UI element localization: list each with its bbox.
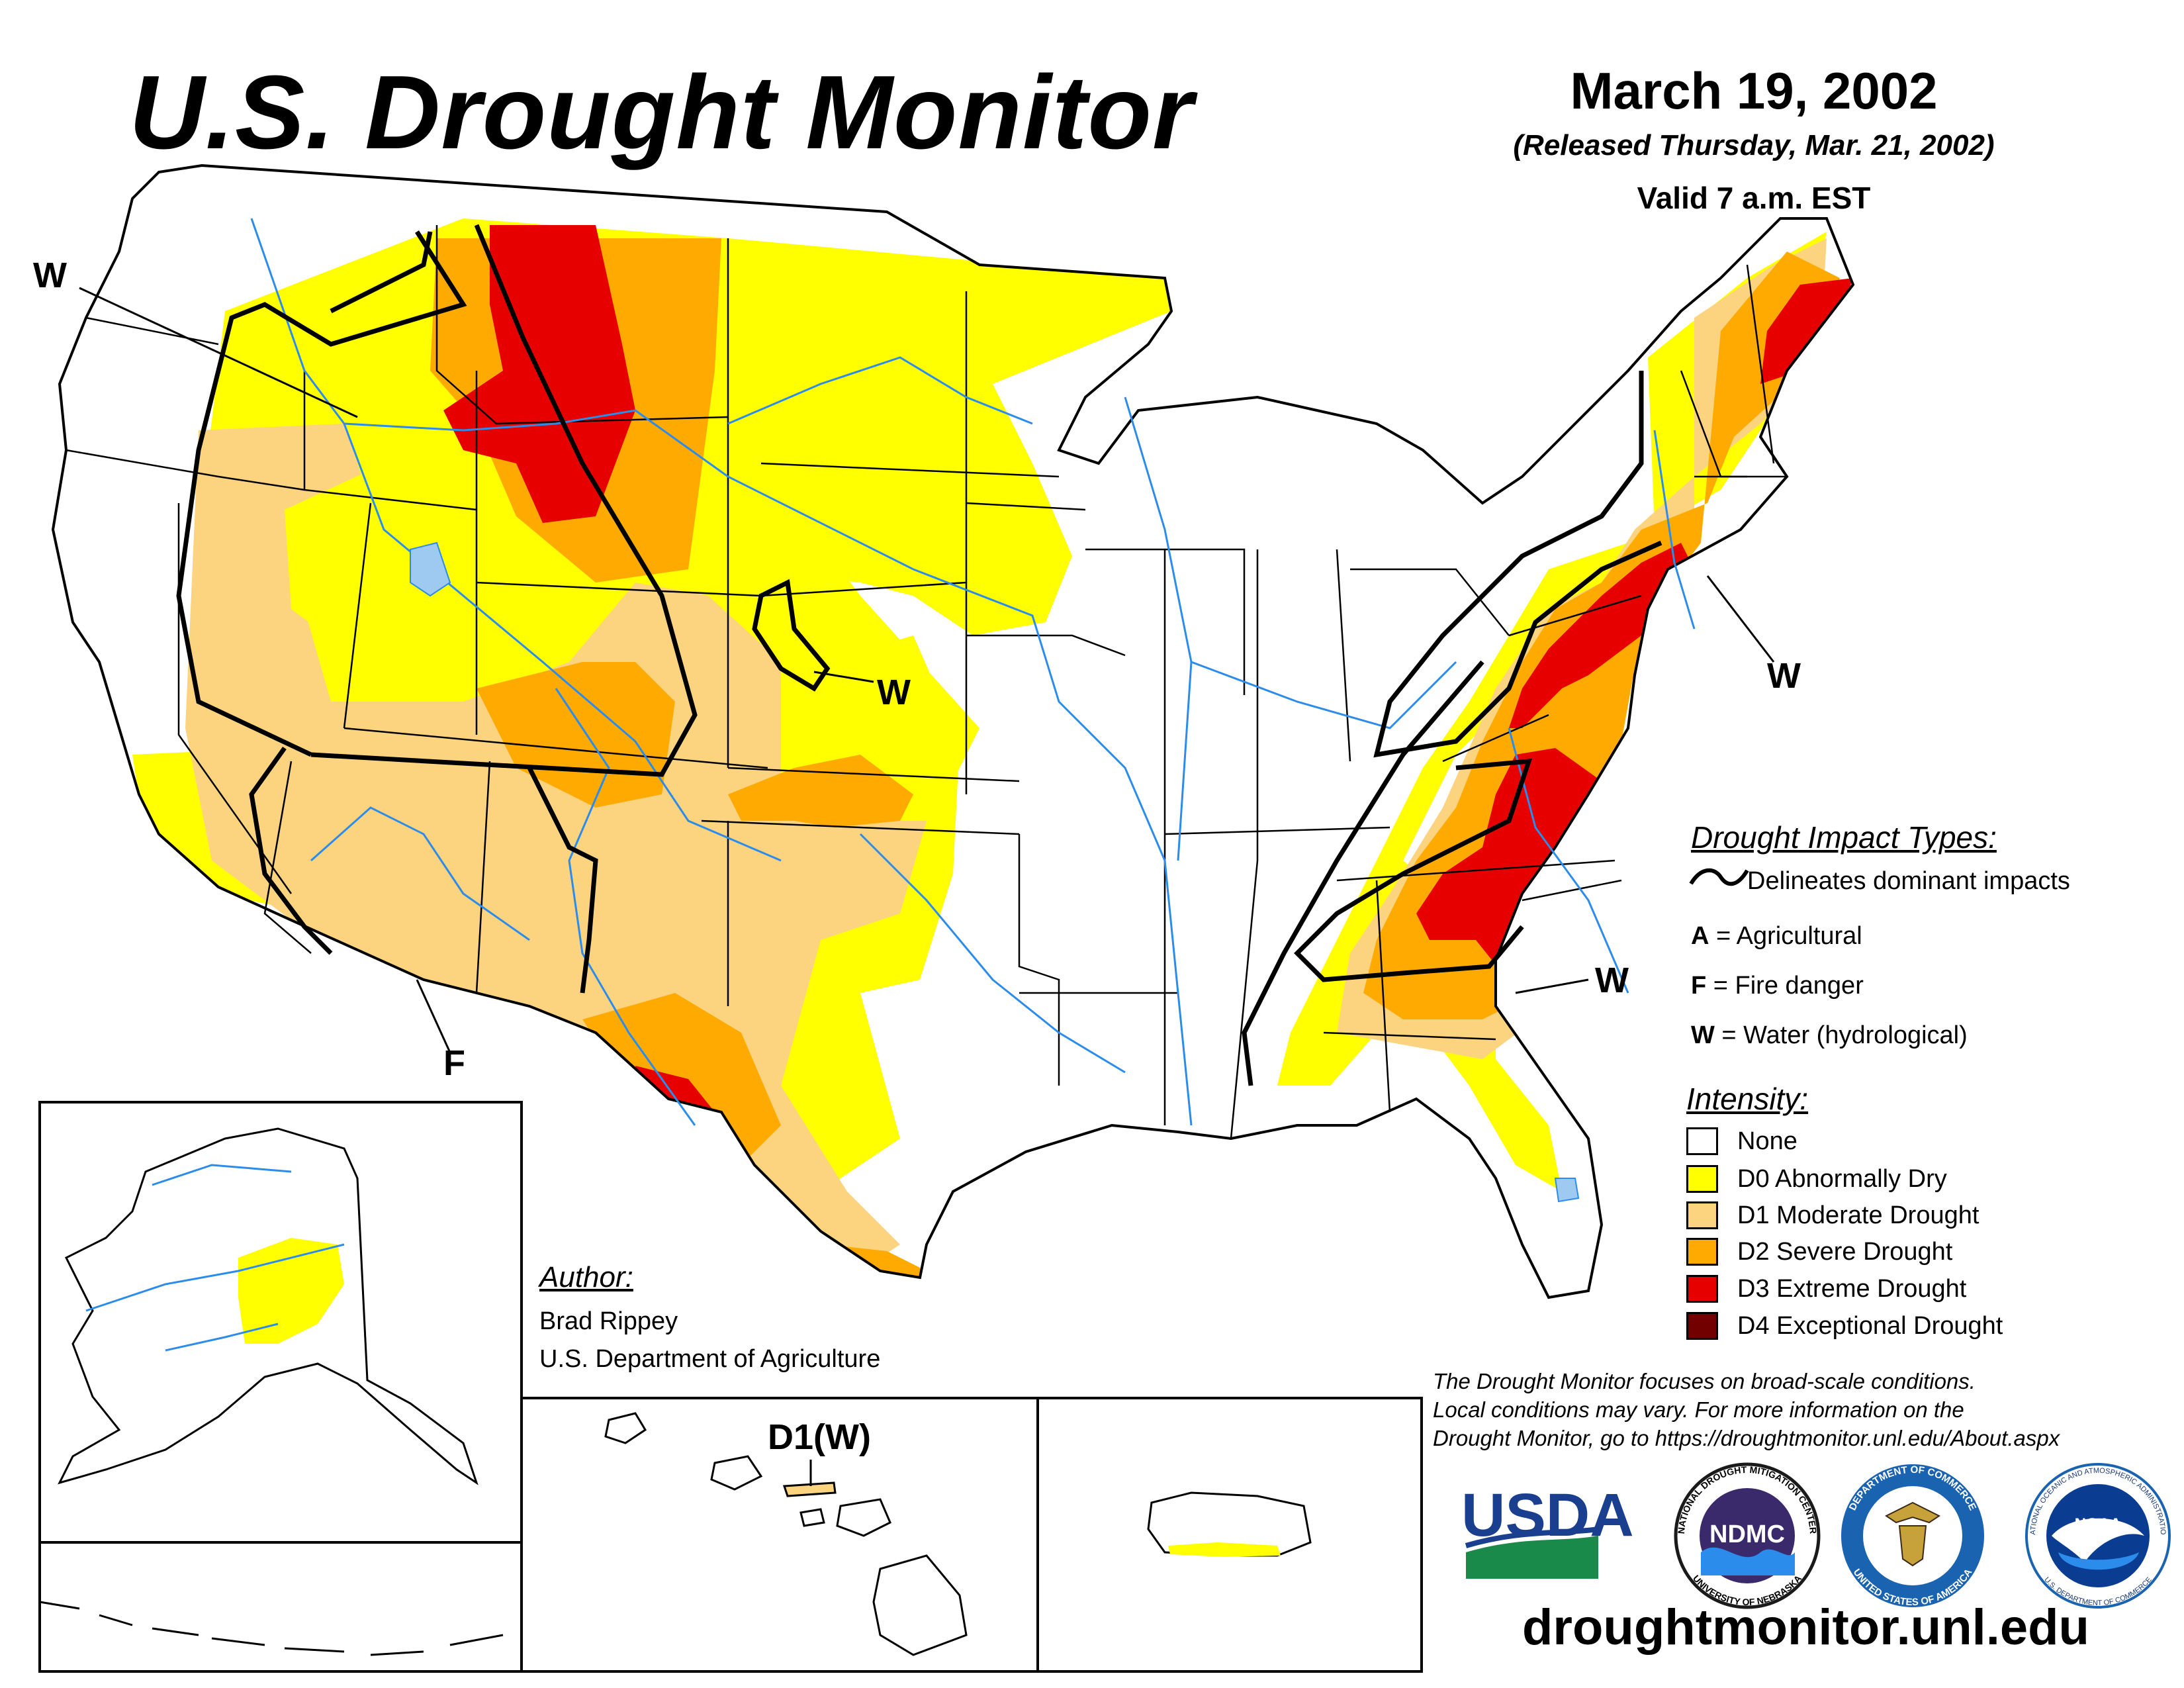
impact-letter-f: F	[1691, 972, 1707, 1000]
impact-label-f-southwest: F	[443, 1043, 465, 1083]
southeast-hydro-boundary	[1294, 759, 1533, 982]
legend-swatch-d2	[1686, 1238, 1718, 1266]
disclaimer: The Drought Monitor focuses on broad-sca…	[1433, 1367, 2181, 1452]
impact-legend-agricultural: A = Agricultural	[1691, 922, 1862, 951]
label-leader-lines	[79, 287, 1775, 1053]
puerto-rico-map	[1147, 1491, 1312, 1557]
aleutian-islands	[39, 1601, 504, 1656]
impact-text-a: = Agricultural	[1709, 922, 1862, 950]
impact-delineation-lines	[176, 224, 1662, 1086]
d3-maine	[1760, 278, 1853, 384]
impact-text-f: = Fire danger	[1706, 972, 1864, 1000]
impact-label-w-plains: W	[877, 673, 911, 712]
oahu-island	[710, 1455, 763, 1491]
lake-okeechobee	[1554, 1178, 1580, 1203]
d0-inner-west	[285, 470, 424, 649]
west-impact-boundary	[310, 224, 698, 777]
legend-label-d2: D2 Severe Drought	[1737, 1238, 1953, 1266]
puerto-rico-inset-frame	[1036, 1397, 1423, 1673]
map-date: March 19, 2002	[1570, 62, 1938, 120]
great-salt-lake	[410, 541, 451, 597]
d0-northern-plains	[715, 238, 1171, 635]
nebraska-hydro-loop	[752, 579, 831, 692]
impact-label-w-southeast: W	[1595, 961, 1629, 1000]
southwest-fire-boundary	[527, 767, 598, 994]
big-island	[872, 1554, 968, 1656]
west-hydro-boundary	[176, 230, 467, 757]
author-name: Brad Rippey	[539, 1307, 678, 1335]
disclaimer-line-1: The Drought Monitor focuses on broad-sca…	[1433, 1369, 1976, 1393]
maui-island	[836, 1498, 891, 1537]
puerto-rico-outline	[1147, 1491, 1312, 1557]
legend-swatch-none	[1686, 1127, 1718, 1155]
alaska-inset-frame	[38, 1101, 523, 1673]
legend-label-none: None	[1737, 1127, 1797, 1155]
page-title: U.S. Drought Monitor	[129, 54, 1194, 171]
disclaimer-line-3[interactable]: Drought Monitor, go to https://droughtmo…	[1433, 1426, 2060, 1450]
intensity-legend-heading: Intensity:	[1686, 1082, 1809, 1116]
release-date: (Released Thursday, Mar. 21, 2002)	[1513, 129, 1995, 162]
eagle-icon	[1885, 1501, 1940, 1567]
ndmc-wordmark: NDMC	[1709, 1521, 1785, 1548]
impact-text-w: = Water (hydrological)	[1714, 1021, 1968, 1049]
ndmc-logo[interactable]: NDMC NATIONAL DROUGHT MITIGATION CENTER …	[1674, 1462, 1821, 1609]
west-fire-boundary	[249, 746, 333, 955]
usda-swoosh-green	[1466, 1536, 1598, 1579]
puerto-rico-d0	[1168, 1542, 1281, 1557]
impact-letter-a: A	[1691, 922, 1709, 950]
legend-swatch-d4	[1686, 1312, 1718, 1340]
disclaimer-line-2: Local conditions may vary. For more info…	[1433, 1397, 1964, 1422]
author-organization: U.S. Department of Agriculture	[539, 1345, 881, 1373]
d2-colorado-kansas	[728, 755, 913, 827]
legend-label-d0: D0 Abnormally Dry	[1737, 1165, 1947, 1193]
southeast-impact-boundary	[1242, 660, 1484, 1086]
commerce-logo[interactable]: DEPARTMENT OF COMMERCE UNITED STATES OF …	[1841, 1464, 1984, 1608]
d3-mid-atlantic	[1509, 543, 1694, 728]
legend-swatch-d3	[1686, 1275, 1718, 1303]
ndmc-wave	[1701, 1547, 1795, 1575]
legend-label-d1: D1 Moderate Drought	[1737, 1201, 1979, 1229]
impact-label-w-northwest: W	[33, 256, 67, 295]
author-heading: Author:	[539, 1261, 633, 1293]
legend-label-d3: D3 Extreme Drought	[1737, 1275, 1967, 1303]
alaska-map	[39, 1127, 504, 1656]
legend-swatch-d0	[1686, 1165, 1718, 1193]
delineation-tilde-icon	[1689, 868, 1749, 886]
usda-swoosh-blue	[1465, 1526, 1599, 1548]
noaa-wordmark: NOAA	[2075, 1515, 2122, 1533]
rivers	[250, 218, 1696, 1126]
legend-label-d4: D4 Exceptional Drought	[1737, 1312, 2003, 1340]
lanai-island	[799, 1508, 825, 1527]
hawaii-map	[604, 1412, 968, 1656]
impact-legend-heading: Drought Impact Types:	[1691, 820, 1997, 855]
hawaii-drought-label: D1(W)	[768, 1417, 871, 1457]
molokai-island	[782, 1481, 837, 1497]
northern-idaho-loop	[330, 231, 433, 314]
usda-logo[interactable]: USDA	[1461, 1481, 1634, 1579]
valid-time: Valid 7 a.m. EST	[1637, 181, 1871, 215]
noaa-sea	[2058, 1552, 2139, 1570]
alaska-rivers	[85, 1164, 345, 1352]
conus-border	[51, 164, 1855, 1299]
east-impact-boundary	[1373, 371, 1662, 758]
site-url-link[interactable]: droughtmonitor.unl.edu	[1522, 1599, 2089, 1656]
impact-letter-w: W	[1691, 1021, 1715, 1049]
impact-legend-water: W = Water (hydrological)	[1691, 1021, 1968, 1050]
noaa-bird-icon	[2052, 1518, 2144, 1562]
impact-legend-fire: F = Fire danger	[1691, 972, 1864, 1000]
kauai-island	[604, 1412, 647, 1444]
impact-label-w-northeast: W	[1767, 656, 1801, 696]
conus-map	[51, 164, 1855, 1299]
impact-legend-delineates: Delineates dominant impacts	[1747, 867, 2070, 895]
legend-swatch-d1	[1686, 1201, 1718, 1229]
